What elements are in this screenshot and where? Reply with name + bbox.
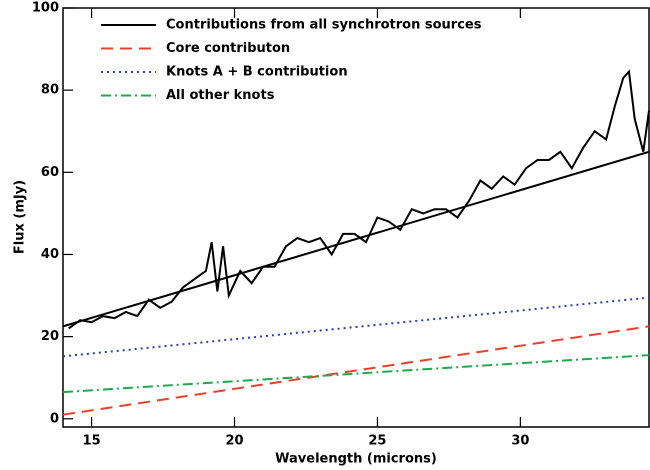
- series-line: [62, 150, 650, 328]
- series-line: [62, 325, 650, 416]
- x-axis-label: Wavelength (microns): [275, 452, 437, 467]
- x-tick-label: 20: [225, 434, 243, 449]
- legend-label: All other knots: [166, 88, 275, 103]
- y-axis-label: Flux (mJy): [13, 180, 28, 254]
- x-tick-label: 30: [511, 434, 529, 449]
- x-tick-label: 15: [83, 434, 101, 449]
- legend-label: Knots A + B contribution: [166, 65, 348, 80]
- legend-label: Contributions from all synchrotron sourc…: [166, 18, 482, 33]
- y-tick-label: 100: [32, 1, 59, 16]
- y-tick-label: 40: [41, 247, 59, 262]
- x-tick-label: 25: [368, 434, 386, 449]
- y-tick-label: 0: [50, 411, 59, 426]
- series-line: [68, 69, 650, 330]
- plot-frame: [62, 7, 650, 428]
- y-tick-label: 20: [41, 329, 59, 344]
- legend-label: Core contributon: [166, 41, 290, 56]
- series-line: [62, 296, 650, 358]
- series-line: [62, 354, 650, 394]
- y-tick-label: 60: [41, 165, 59, 180]
- y-tick-label: 80: [41, 83, 59, 98]
